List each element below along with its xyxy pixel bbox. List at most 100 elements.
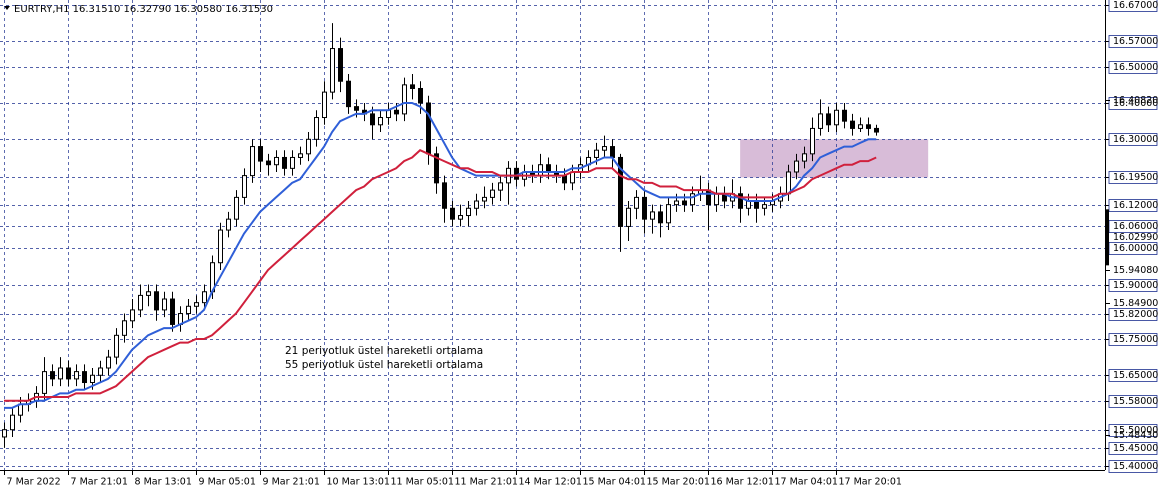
candle-body: [394, 109, 399, 115]
y-tick-label-minor: 16.40820: [1113, 95, 1158, 106]
y-label-box: [1108, 460, 1158, 473]
candle-body: [234, 196, 239, 220]
candle-body: [570, 171, 575, 184]
candle-body: [682, 200, 687, 206]
candle-body: [306, 138, 311, 155]
candle-body: [546, 164, 551, 173]
x-tick-label: 17 Mar 20:01: [839, 477, 902, 488]
zone: [740, 139, 929, 178]
y-tick-label: 15.90000: [1113, 280, 1158, 291]
y-label-box: [1108, 199, 1158, 212]
y-label-box: [1108, 308, 1158, 321]
x-tick-label: 14 Mar 12:01: [519, 477, 582, 488]
candle-body: [562, 175, 567, 184]
candle-body: [98, 367, 103, 376]
candle-body: [138, 294, 143, 311]
candle-body: [442, 182, 447, 209]
candle-body: [746, 200, 751, 209]
candle-body: [346, 80, 351, 108]
candle-body: [82, 371, 87, 384]
candle-body: [650, 211, 655, 220]
y-label-box: [1108, 333, 1158, 346]
y-label-box: [1108, 369, 1158, 382]
candle-body: [818, 113, 823, 129]
candle-body: [50, 371, 55, 380]
x-tick-label: 9 Mar 05:01: [199, 477, 256, 488]
candle-body: [466, 207, 471, 217]
candle-body: [42, 371, 47, 394]
candle-body: [842, 109, 847, 122]
y-tick-label: 16.06000: [1113, 221, 1158, 232]
candle-body: [170, 298, 175, 325]
candle-body: [130, 309, 135, 322]
x-tick-label: 16 Mar 12:01: [711, 477, 774, 488]
y-label-box: [1108, 61, 1158, 74]
candle-body: [218, 229, 223, 264]
candle-body: [858, 124, 863, 129]
x-tick-label: 15 Mar 20:01: [647, 477, 710, 488]
candle-body: [74, 371, 79, 380]
candle-body: [162, 298, 167, 311]
candle-body: [610, 146, 615, 158]
y-tick-label: 16.00000: [1113, 243, 1158, 254]
candle-body: [834, 109, 839, 126]
x-tick-label: 15 Mar 04:01: [583, 477, 646, 488]
candle-body: [114, 334, 119, 358]
candle-body: [330, 48, 335, 93]
y-tick-label: 15.65000: [1113, 370, 1158, 381]
candle-body: [298, 153, 303, 158]
x-tick-label: 10 Mar 13:01: [327, 477, 390, 488]
y-label-box: [1108, 395, 1158, 408]
candle-body: [290, 156, 295, 169]
candle-body: [474, 200, 479, 209]
candle-body: [810, 127, 815, 155]
y-label-box: [1108, 0, 1158, 12]
candle-body: [402, 84, 407, 115]
candle-body: [434, 153, 439, 184]
candle-body: [618, 156, 623, 227]
y-tick-label: 15.50000: [1113, 425, 1158, 436]
candle-body: [450, 207, 455, 220]
y-tick-label: 15.58000: [1113, 396, 1158, 407]
candle-body: [146, 291, 151, 296]
ma-line: [4, 102, 877, 409]
candle-body: [314, 117, 319, 140]
x-tick-label: 11 Mar 21:01: [455, 477, 518, 488]
candle-body: [122, 320, 127, 336]
x-tick-label: 11 Mar 05:01: [391, 477, 454, 488]
candle-body: [706, 189, 711, 206]
y-tick-label: 16.50000: [1113, 62, 1158, 73]
candle-body: [690, 193, 695, 206]
y-tick-label: 16.67000: [1113, 0, 1158, 11]
y-tick-label: 16.40000: [1113, 98, 1158, 109]
y-label-box: [1108, 171, 1158, 184]
candle-body: [250, 146, 255, 177]
candle-body: [226, 218, 231, 231]
candle-body: [874, 127, 879, 133]
candle-body: [866, 124, 871, 129]
candle-body: [482, 196, 487, 202]
candle-body: [274, 156, 279, 166]
menu-arrow[interactable]: [4, 6, 10, 10]
candle-body: [850, 120, 855, 129]
candle-body: [418, 87, 423, 104]
y-tick-label: 15.82000: [1113, 309, 1158, 320]
candle-body: [658, 211, 663, 224]
candle-body: [242, 175, 247, 198]
price-marker-label: 16.02990: [1113, 232, 1158, 243]
candle-body: [2, 429, 7, 438]
candle-body: [386, 109, 391, 119]
y-label-box: [1108, 133, 1158, 146]
candle-body: [826, 113, 831, 126]
y-label-box: [1108, 35, 1158, 48]
x-tick-label: 17 Mar 04:01: [775, 477, 838, 488]
candle-body: [266, 160, 271, 166]
y-tick-label: 15.75000: [1113, 334, 1158, 345]
candle-body: [802, 153, 807, 162]
candle-body: [10, 414, 15, 431]
candle-body: [666, 204, 671, 224]
y-label-box: [1108, 442, 1158, 455]
candle-body: [186, 305, 191, 315]
y-tick-label-minor: 15.48430: [1113, 430, 1158, 441]
candle-body: [322, 91, 327, 119]
